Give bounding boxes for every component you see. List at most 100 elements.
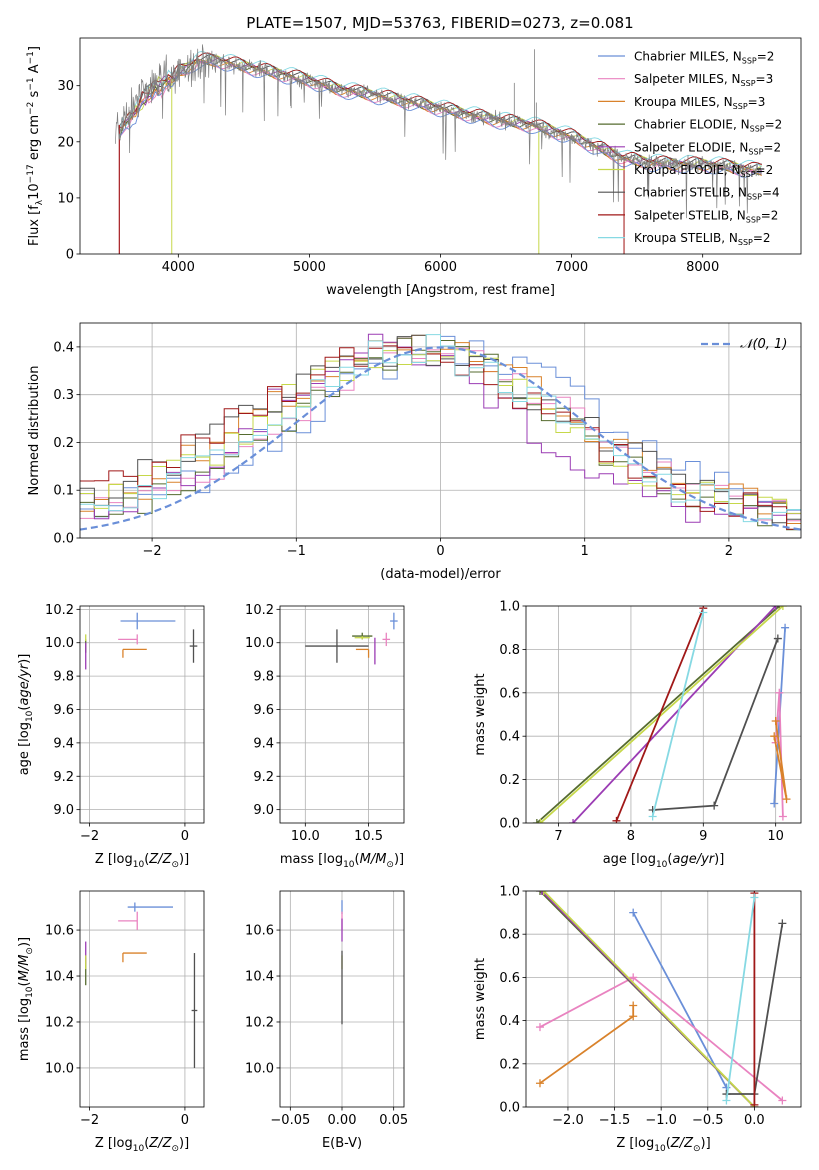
axis-label-part: ( (355, 852, 360, 867)
legend-text: Kroupa MILES, N (634, 95, 733, 109)
axis-label-part: )] (17, 937, 32, 947)
age-vs-Z-plot (85, 612, 198, 670)
axis-label-part: )] (714, 852, 724, 867)
mass-weight-marker-2 (629, 1012, 638, 1021)
spectrum-frame (79, 37, 802, 255)
y-tick-label: 0.4 (499, 730, 520, 745)
histogram-plot (80, 333, 801, 531)
legend-sub: SSP (748, 147, 763, 156)
legend-text: Salpeter MILES, N (634, 72, 741, 86)
x-tick-label: −1.0 (645, 1113, 677, 1128)
mass-weight-marker-8 (699, 608, 708, 617)
axis-label-part: ( (144, 852, 149, 867)
y-tick-label: 9.6 (253, 703, 274, 718)
histogram-legend: 𝒩(0, 1) (701, 337, 787, 352)
age-vs-mass-xlabel: mass [log10(M/M⊙)] (280, 852, 404, 870)
y-tick-label: 0.2 (499, 1057, 520, 1072)
y-tick-label: 9.4 (253, 736, 274, 751)
axis-label-part: Z/Z (670, 1136, 694, 1151)
y-tick-label: 0.4 (53, 340, 74, 355)
mass-weight-marker-7 (612, 816, 621, 823)
x-tick-label: 7000 (555, 260, 588, 275)
mass-weight-marker-7 (750, 1100, 759, 1107)
y-tick-label: 0.0 (499, 1101, 520, 1116)
age-vs-Z-frame (79, 605, 205, 824)
y-tick-label: 9.2 (253, 770, 274, 785)
x-tick-label: 0 (436, 544, 444, 559)
mass-weight-marker-0 (629, 908, 638, 917)
axis-label-part: )] (394, 852, 404, 867)
legend-value: =2 (761, 208, 779, 222)
axis-label-part: age/yr (672, 852, 715, 867)
legend-text: Salpeter STELIB, N (634, 208, 746, 222)
axis-label-part: 10 (25, 986, 35, 998)
axis-label-part: age [log (17, 722, 32, 775)
y-tick-label: 10.2 (45, 1015, 74, 1030)
x-tick-label: 0.0 (744, 1113, 765, 1128)
mass-weight-marker-5 (778, 606, 787, 610)
legend-sub: SSP (741, 170, 756, 179)
axis-label-part: )] (17, 654, 32, 664)
mass-weight-marker-5 (539, 891, 548, 895)
y-tick-label: 10.4 (45, 970, 74, 985)
axis-label-part: ⊙ (171, 860, 179, 870)
mass-weight-marker-2 (770, 732, 779, 741)
gaussian-curve (80, 346, 801, 531)
axis-label-part: Z/Z (148, 852, 172, 867)
axis-label-part: E(B-V) (322, 1136, 362, 1151)
histogram-series-8 (80, 334, 801, 523)
x-tick-label: 0 (181, 829, 189, 844)
x-tick-label: 0.05 (379, 1113, 408, 1128)
y-tick-label: 0.2 (53, 436, 74, 451)
y-tick-label: 9.4 (53, 736, 74, 751)
y-tick-label: 10.2 (45, 603, 74, 618)
y-tick-label: 10.4 (245, 970, 274, 985)
axis-label-part: Normed distribution (27, 366, 42, 496)
axis-label-part: λ (35, 199, 45, 205)
axes-spectrum: 4000 5000 6000 7000 8000 0 10 20 30 (57, 79, 719, 275)
axes-age-vs-mass: 10.0 10.5 9.0 9.2 9.4 9.6 9.8 10.0 10.2 (245, 603, 404, 844)
y-tick-label: 10.0 (245, 636, 274, 651)
y-tick-label: 0.4 (499, 1014, 520, 1029)
figure-title: PLATE=1507, MJD=53763, FIBERID=0273, z=0… (246, 14, 633, 32)
age-vs-mass-frame (279, 605, 405, 824)
mass-weight-vs-age-plot (532, 606, 791, 823)
x-tick-label: 1 (581, 544, 589, 559)
axis-label-part: 10 (27, 183, 42, 200)
axis-label-part: ⊙ (25, 947, 35, 955)
axis-label-part: 10 (133, 1144, 145, 1154)
age-vs-Z-ylabel: age [log10(age/yr)] (17, 654, 35, 776)
axis-label-part: wavelength [Angstrom, rest frame] (326, 283, 555, 298)
mass-weight-marker-8 (750, 893, 759, 902)
y-tick-label: 0.8 (499, 928, 520, 943)
x-tick-label: 8000 (686, 260, 719, 275)
axis-label-part: ( (17, 981, 32, 986)
y-tick-label: 10.0 (45, 636, 74, 651)
mass-weight-marker-1 (778, 812, 787, 821)
axis-label-part: M/M (17, 955, 32, 982)
grid-mass-vs-Z (80, 891, 204, 1107)
y-tick-label: 9.0 (253, 803, 274, 818)
y-tick-label: 20 (57, 135, 74, 150)
legend-value: =2 (763, 140, 781, 154)
axis-label-part: age [log (603, 852, 656, 867)
axis-label-part: 10 (343, 860, 355, 870)
mass-weight-line-0 (632, 912, 728, 1089)
mass-weight-marker-0 (770, 799, 779, 808)
axis-label-part: Z [log (95, 852, 133, 867)
x-tick-label: 10 (767, 829, 784, 844)
axis-label-part: ( (667, 852, 672, 867)
axis-label-part: −17 (26, 164, 36, 183)
legend-value: =2 (765, 118, 783, 132)
legend-value: =2 (753, 231, 771, 245)
legend-label-7: Salpeter STELIB, NSSP=2 (634, 208, 778, 224)
legend-label-3: Chabrier ELODIE, NSSP=2 (634, 118, 782, 134)
y-tick-label: 30 (57, 79, 74, 94)
age-vs-mass-plot (305, 612, 398, 665)
legend-label-4: Salpeter ELODIE, NSSP=2 (634, 140, 781, 156)
axis-label-part: −1 (26, 77, 36, 90)
mass-weight-marker-4 (569, 819, 578, 823)
axis-label-part: Z [log (95, 1136, 133, 1151)
y-tick-label: 9.2 (53, 770, 74, 785)
